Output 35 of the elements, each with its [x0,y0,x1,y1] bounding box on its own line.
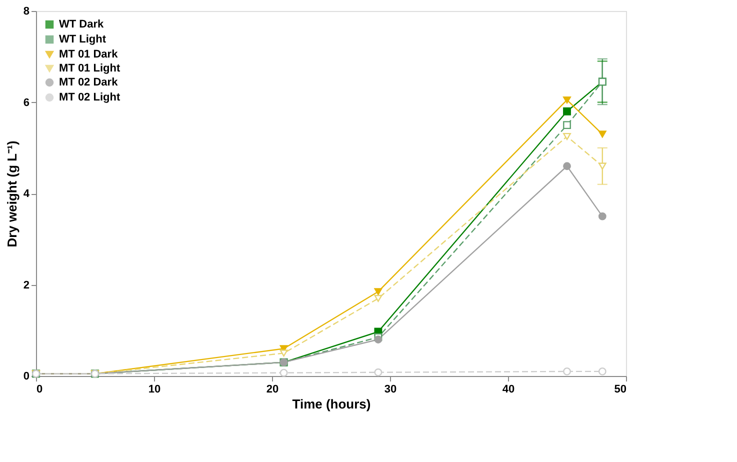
y-tick-label: 4 [23,188,30,200]
y-tick-label: 2 [23,279,30,292]
y-tick-label: 0 [23,370,30,382]
point [563,367,571,376]
point [563,96,571,104]
x-tick-label: 50 [614,384,626,396]
point [598,162,606,170]
y-tick-label: 8 [23,6,30,18]
point [563,107,571,116]
legend-label: MT 02 Light [59,92,120,104]
legend-label: WT Dark [59,18,104,30]
point [563,162,571,170]
x-tick-label: 10 [148,384,161,396]
x-axis-title: Time (hours) [292,396,371,412]
point [374,294,382,302]
point [598,212,606,220]
x-tick-label: 20 [266,384,279,396]
point [374,288,382,296]
point [598,367,606,376]
point [374,336,382,344]
legend-label: MT 02 Dark [59,76,119,88]
legend-label: WT Light [59,34,106,46]
point [598,130,606,138]
point [280,350,288,357]
x-tick-label: 40 [502,384,515,396]
point [280,368,288,377]
point [563,121,571,130]
legend-label: MT 01 Light [59,62,120,74]
point [563,132,571,140]
y-tick-label: 6 [23,96,30,109]
y-axis-title: Dry weight (g L⁻¹) [4,140,20,248]
point [374,368,382,376]
x-tick-label: 30 [384,384,397,396]
x-tick-label: 0 [36,384,43,396]
legend-label: MT 01 Dark [59,48,119,60]
